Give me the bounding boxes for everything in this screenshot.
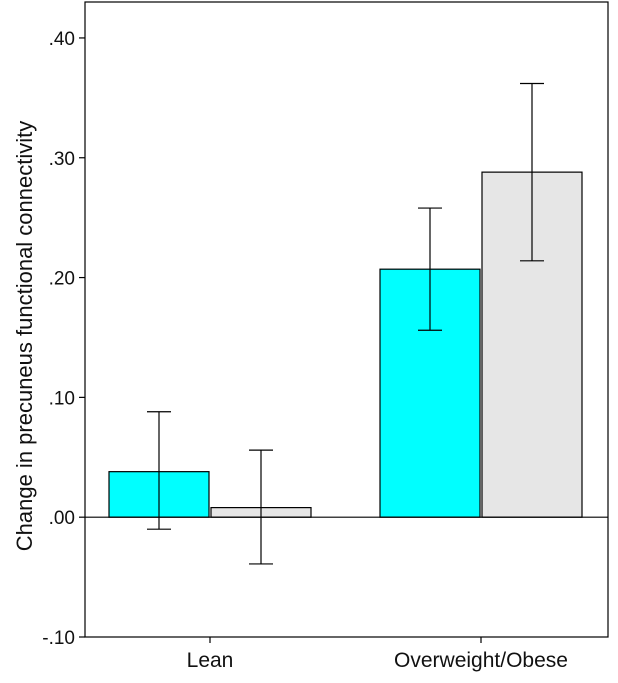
y-tick-label: .00 — [49, 508, 75, 529]
y-axis-title: Change in precuneus functional connectiv… — [12, 121, 37, 552]
y-tick-label: -.10 — [42, 628, 75, 649]
y-tick-label: .20 — [49, 269, 75, 290]
plot-frame — [84, 1, 609, 638]
y-tick-label: .10 — [49, 388, 75, 409]
y-tick-label: .30 — [49, 149, 75, 170]
y-tick-label: .40 — [49, 29, 75, 50]
x-tick-label: Lean — [187, 649, 234, 672]
plot-area: -.10 .00 .10 .20 .30 .40 Lean Overweight/Obese — [42, 1, 609, 672]
x-tick-label: Overweight/Obese — [394, 649, 568, 672]
